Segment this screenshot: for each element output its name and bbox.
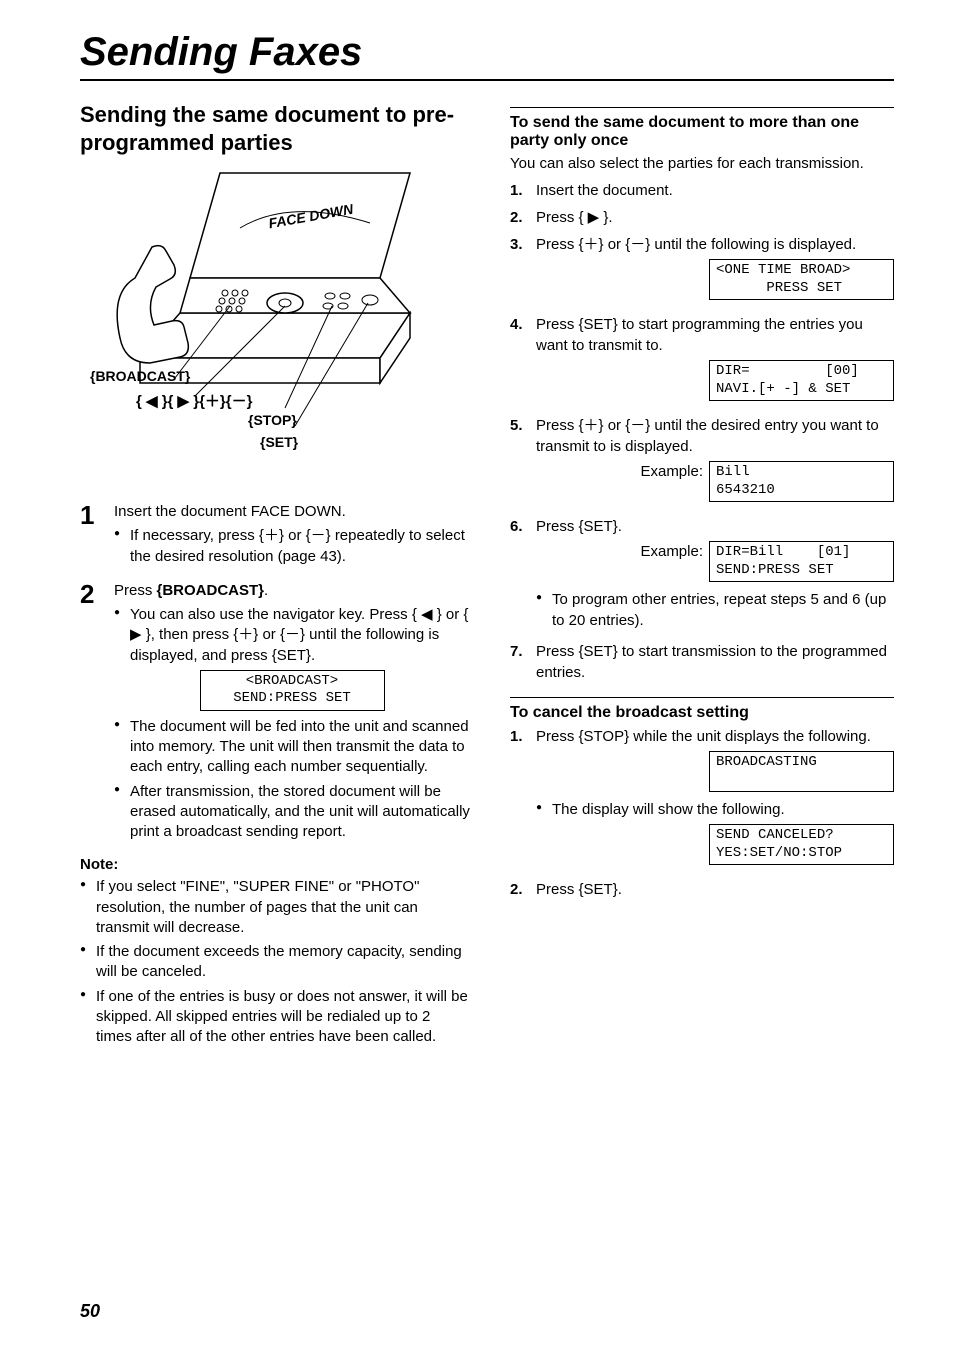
lcd-display: DIR= [00] NAVI.[+ -] & SET [709, 360, 894, 401]
step-bullet: After transmission, the stored document … [114, 782, 470, 843]
step-number: 1 [80, 502, 102, 571]
sub-bullet: To program other entries, repeat steps 5… [536, 590, 894, 631]
list-item: 3. Press {＋} or {－} until the following … [510, 234, 894, 308]
list-item: 5. Press {＋} or {－} until the desired en… [510, 415, 894, 510]
diagram-label-set: {SET} [260, 434, 298, 450]
diagram-label-broadcast: {BROADCAST} [90, 368, 190, 384]
diagram-label-stop: {STOP} [248, 412, 297, 428]
step-bullet: You can also use the navigator key. Pres… [114, 605, 470, 666]
list-item: 1.Insert the document. [510, 180, 894, 201]
step-text: Insert the document FACE DOWN. [114, 502, 470, 522]
list-item: 7.Press {SET} to start transmission to t… [510, 641, 894, 683]
fax-machine-icon [80, 168, 440, 428]
body-text: You can also select the parties for each… [510, 154, 894, 174]
list-item: 2.Press {SET}. [510, 879, 894, 900]
lcd-display: SEND CANCELED? YES:SET/NO:STOP [709, 824, 894, 865]
lcd-display: BROADCASTING [709, 751, 894, 792]
sub-bullet: The display will show the following. [536, 800, 894, 820]
step-2: 2 Press {BROADCAST}. You can also use th… [80, 581, 470, 847]
fax-machine-diagram: FACE DOWN {BROADCAST} { ◀ }{ ▶ }{＋}{－} {… [80, 168, 470, 488]
page-number: 50 [80, 1301, 100, 1322]
list-item: 1. Press {STOP} while the unit displays … [510, 726, 894, 873]
step-bullet: The document will be fed into the unit a… [114, 717, 470, 778]
step-number: 2 [80, 581, 102, 847]
lcd-display: <ONE TIME BROAD> PRESS SET [709, 259, 894, 300]
step-text: Press {BROADCAST}. [114, 581, 470, 601]
lcd-display: DIR=Bill [01] SEND:PRESS SET [709, 541, 894, 582]
chapter-title: Sending Faxes [80, 30, 894, 81]
section-title: Sending the same document to pre-program… [80, 101, 470, 156]
list-item: 6. Press {SET}. Example: DIR=Bill [01] S… [510, 516, 894, 635]
note-bullet: If the document exceeds the memory capac… [80, 942, 470, 983]
note-bullet: If one of the entries is busy or does no… [80, 987, 470, 1048]
list-item: 4. Press {SET} to start programming the … [510, 314, 894, 409]
sub-heading: To send the same document to more than o… [510, 107, 894, 150]
diagram-label-navkeys: { ◀ }{ ▶ }{＋}{－} [136, 390, 252, 411]
sub-heading: To cancel the broadcast setting [510, 697, 894, 722]
lcd-display: Bill 6543210 [709, 461, 894, 502]
list-item: 2.Press { ▶ }. [510, 207, 894, 228]
note-bullet: If you select "FINE", "SUPER FINE" or "P… [80, 877, 470, 938]
step-1: 1 Insert the document FACE DOWN. If nece… [80, 502, 470, 571]
note-heading: Note: [80, 856, 470, 873]
example-label: Example: [640, 541, 703, 562]
example-label: Example: [640, 461, 703, 482]
lcd-display: <BROADCAST> SEND:PRESS SET [200, 670, 385, 711]
step-bullet: If necessary, press {＋} or {－} repeatedl… [114, 526, 470, 567]
